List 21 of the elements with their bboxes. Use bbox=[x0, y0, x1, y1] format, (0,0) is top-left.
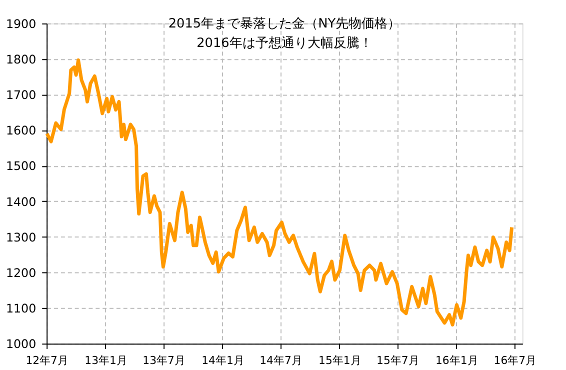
x-tick-label: 12年7月 bbox=[26, 354, 68, 367]
y-tick-label: 1600 bbox=[6, 124, 36, 138]
y-tick-label: 1300 bbox=[6, 230, 36, 244]
x-tick-label: 16年1月 bbox=[435, 354, 478, 367]
x-tick-label: 13年7月 bbox=[142, 354, 186, 367]
y-tick-label: 1400 bbox=[6, 194, 36, 209]
x-tick-label: 16年7月 bbox=[494, 354, 537, 367]
x-tick-label: 14年7月 bbox=[260, 354, 302, 367]
y-tick-label: 1700 bbox=[6, 88, 36, 102]
x-tick-label: 13年1月 bbox=[84, 354, 128, 367]
x-tick-label: 14年1月 bbox=[202, 354, 244, 367]
y-tick-label: 1000 bbox=[6, 337, 36, 352]
y-tick-label: 1100 bbox=[6, 301, 36, 316]
y-tick-label: 1200 bbox=[6, 266, 36, 280]
y-tick-label: 1500 bbox=[6, 159, 36, 174]
line-series bbox=[45, 58, 514, 326]
x-tick-label: 15年1月 bbox=[318, 354, 362, 367]
y-tick-label: 1800 bbox=[6, 52, 36, 66]
x-tick-label: 15年7月 bbox=[376, 354, 420, 367]
chart-title: 2015年まで暴落した金（NY先物価格） 2016年は予想通り大幅反騰！ bbox=[168, 16, 401, 52]
y-tick-label: 1900 bbox=[6, 16, 36, 31]
